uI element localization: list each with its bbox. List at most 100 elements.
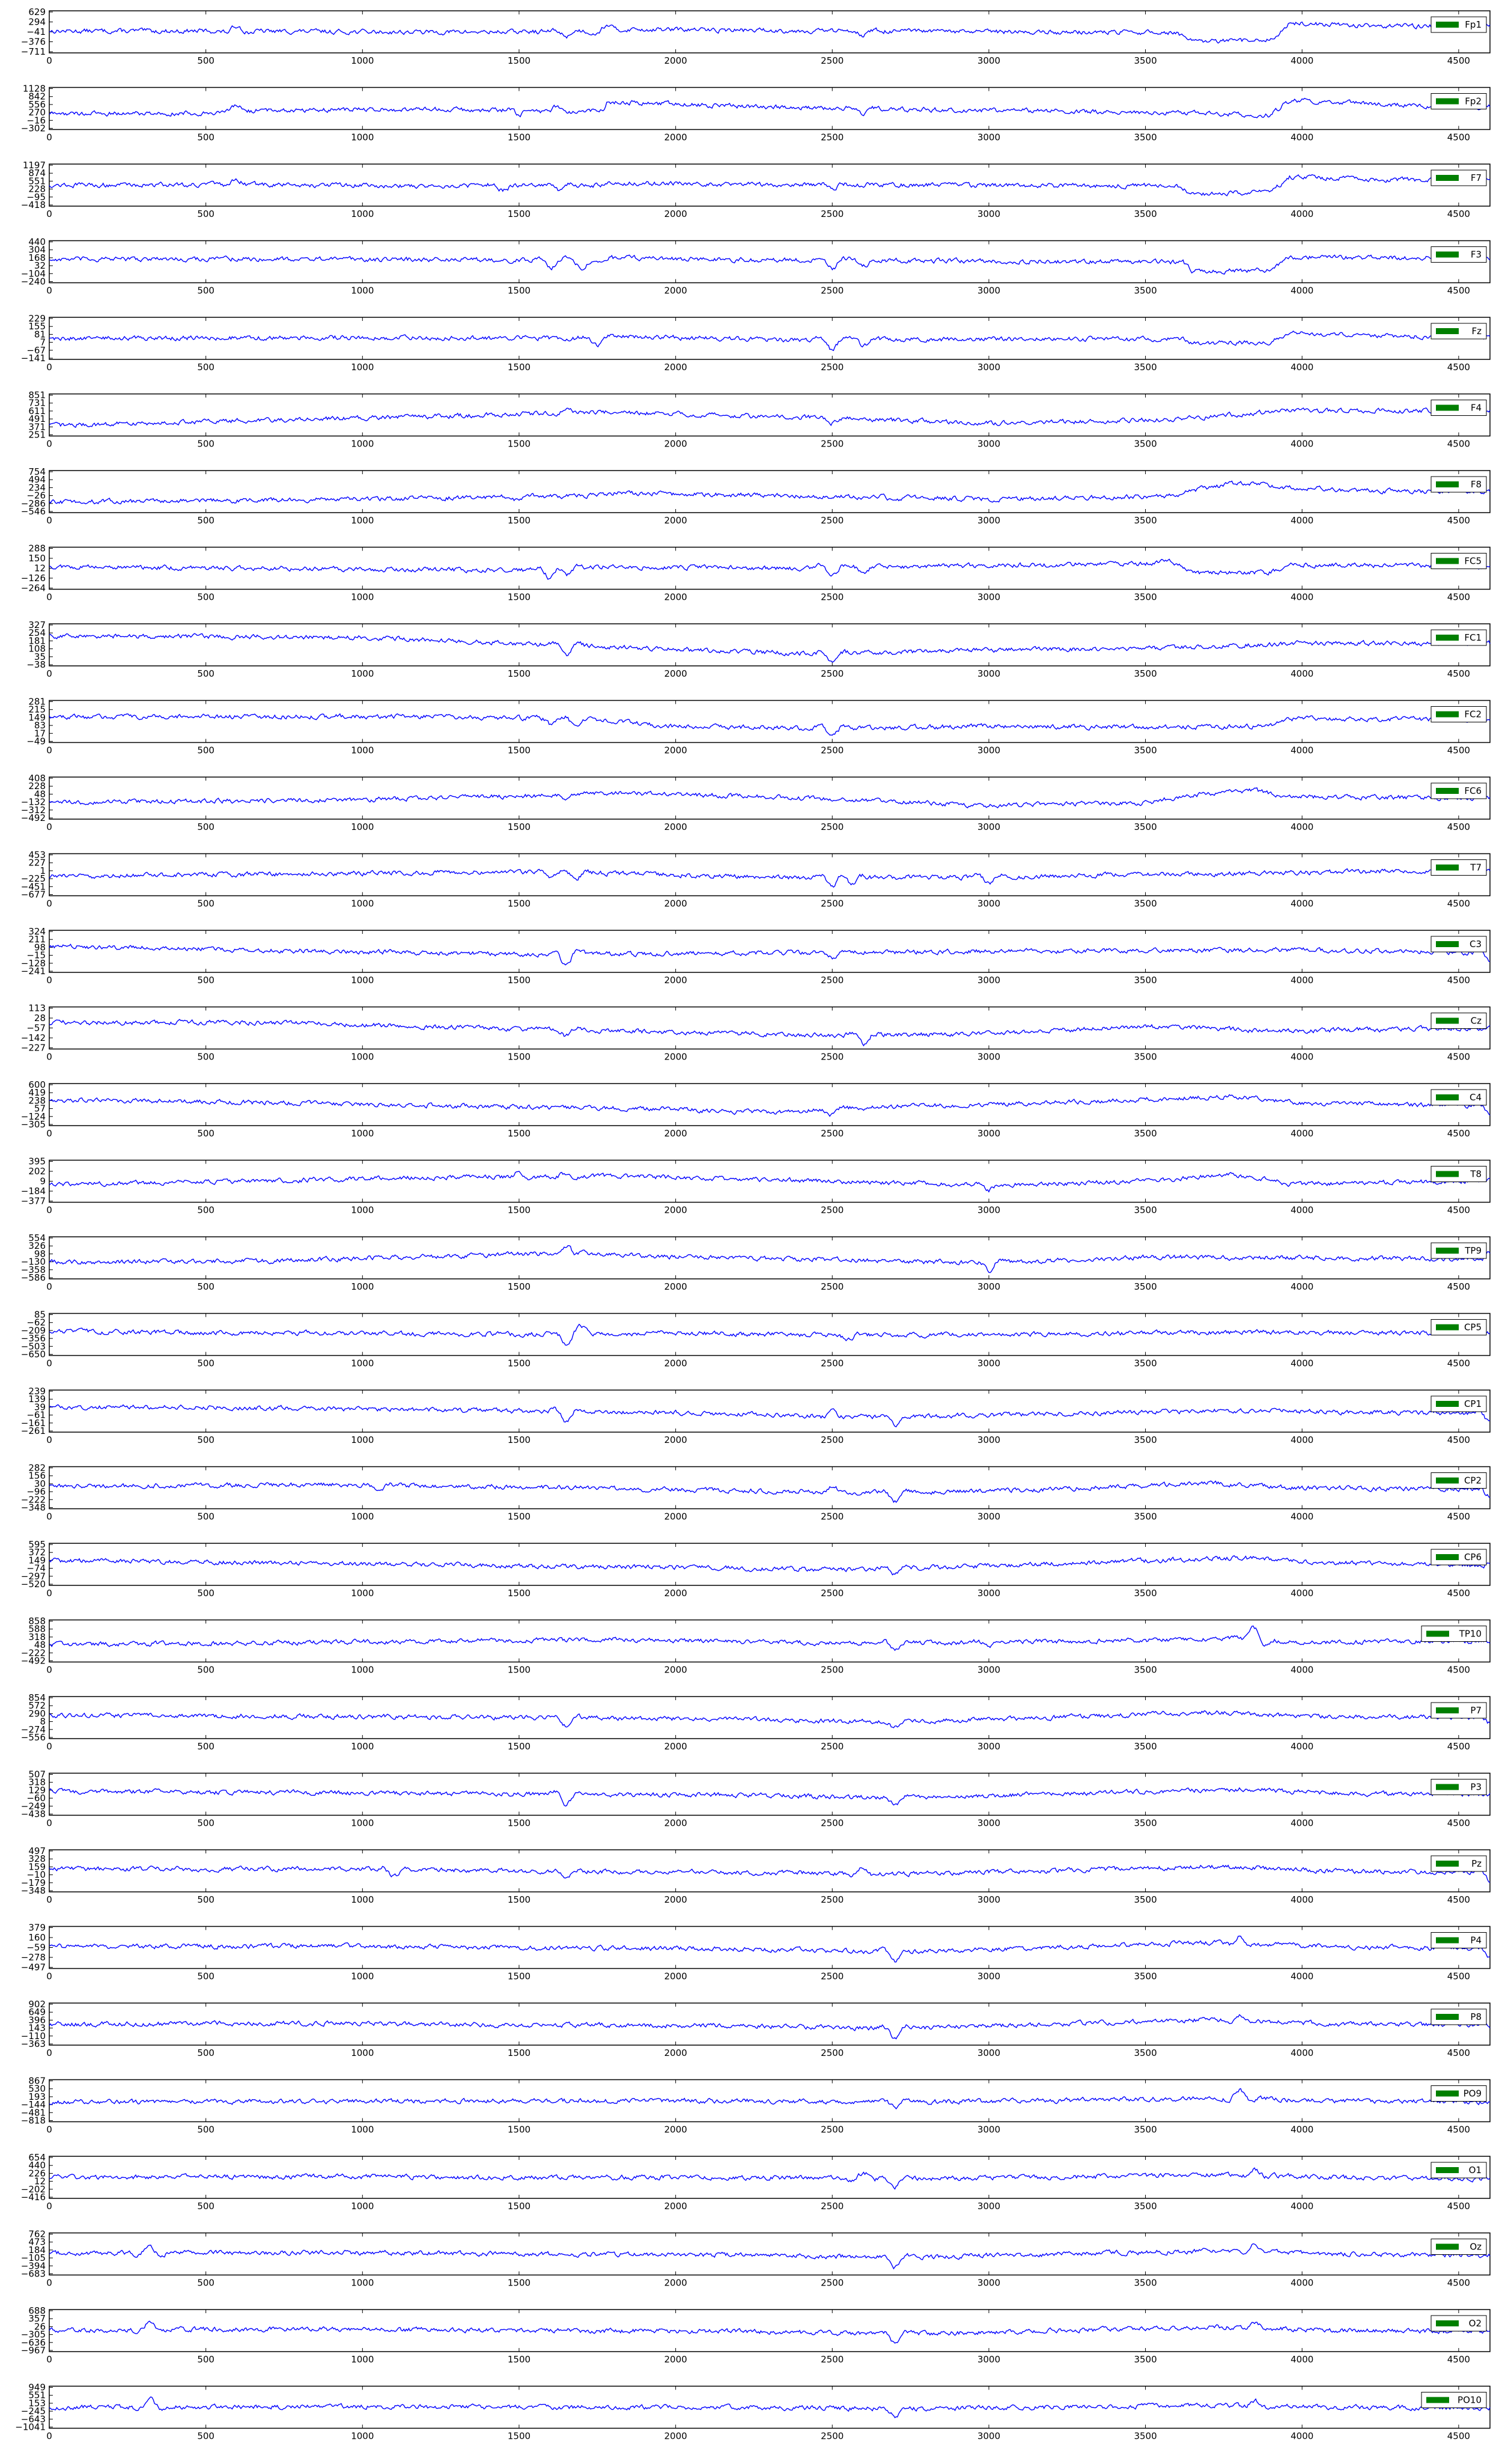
x-tick-label: 0 — [46, 1205, 52, 1216]
y-tick-label: 318 — [28, 1632, 46, 1642]
x-tick-label: 2000 — [664, 745, 687, 756]
y-tick-label: −438 — [21, 1809, 46, 1820]
x-tick-label: 2000 — [664, 362, 687, 373]
y-tick-label: 251 — [28, 430, 46, 441]
x-tick-label: 4000 — [1291, 209, 1313, 219]
y-tick-label: 507 — [28, 1769, 46, 1780]
x-tick-label: 1000 — [351, 55, 374, 66]
signal-trace-tp10 — [49, 1625, 1491, 1651]
signal-trace-p7 — [49, 1710, 1491, 1728]
plot-frame — [49, 1466, 1491, 1510]
x-tick-label: 2500 — [821, 1971, 844, 1982]
signal-trace-fc2 — [49, 713, 1491, 736]
x-tick-label: 3000 — [978, 898, 1000, 909]
x-tick-label: 4000 — [1291, 1894, 1313, 1905]
y-tick-label: 227 — [28, 858, 46, 868]
y-tick-label: 26 — [34, 2321, 46, 2332]
x-tick-label: 3500 — [1134, 132, 1157, 143]
x-tick-label: 3000 — [978, 2354, 1000, 2365]
y-tick-label: 949 — [28, 2382, 46, 2393]
signal-trace-fz — [49, 331, 1491, 352]
legend-c4: C4 — [1431, 1089, 1487, 1106]
x-tick-label: 2000 — [664, 55, 687, 66]
signal-trace-p4 — [49, 1935, 1491, 1963]
legend-fp1: Fp1 — [1431, 16, 1487, 33]
x-tick-label: 2500 — [821, 898, 844, 909]
x-tick-label: 3000 — [978, 55, 1000, 66]
y-tick-label: −245 — [21, 2406, 46, 2417]
x-tick-label: 2000 — [664, 2431, 687, 2442]
legend-swatch — [1436, 2014, 1459, 2020]
x-tick-label: 3500 — [1134, 1665, 1157, 1676]
x-tick-label: 500 — [197, 1588, 214, 1599]
x-tick-label: 1000 — [351, 1894, 374, 1905]
y-tick-label: 572 — [28, 1700, 46, 1711]
signal-trace-o2 — [49, 2320, 1491, 2344]
x-tick-label: 500 — [197, 2124, 214, 2135]
y-tick-label: 149 — [28, 712, 46, 723]
y-tick-label: 113 — [28, 1003, 46, 1014]
x-tick-label: 1500 — [508, 592, 531, 603]
x-tick-label: 4500 — [1447, 2354, 1470, 2365]
x-tick-label: 3500 — [1134, 1971, 1157, 1982]
legend-swatch — [1436, 1248, 1459, 1254]
x-tick-label: 1000 — [351, 209, 374, 219]
y-tick-label: −57 — [26, 1023, 46, 1034]
x-tick-label: 1000 — [351, 439, 374, 450]
legend-swatch — [1436, 558, 1459, 564]
legend-swatch — [1436, 1477, 1459, 1484]
y-tick-label: −358 — [21, 1264, 46, 1275]
y-tick-label: −297 — [21, 1571, 46, 1582]
x-tick-label: 1500 — [508, 1894, 531, 1905]
x-tick-label: 500 — [197, 2354, 214, 2365]
x-tick-label: 4500 — [1447, 1511, 1470, 1522]
x-tick-label: 4500 — [1447, 898, 1470, 909]
x-tick-label: 1500 — [508, 2124, 531, 2135]
y-tick-label: −124 — [21, 1111, 46, 1122]
x-tick-label: 4500 — [1447, 1818, 1470, 1829]
legend-swatch — [1436, 2090, 1459, 2097]
x-tick-label: 2500 — [821, 362, 844, 373]
x-tick-label: 4000 — [1291, 2354, 1313, 2365]
x-tick-label: 1500 — [508, 1128, 531, 1139]
legend-swatch — [1436, 1707, 1459, 1713]
y-tick-label: 150 — [28, 553, 46, 564]
plot-frame — [49, 1619, 1491, 1663]
legend-cp2: CP2 — [1431, 1472, 1487, 1489]
y-tick-label: 600 — [28, 1079, 46, 1090]
plot-frame — [49, 240, 1491, 284]
x-tick-label: 0 — [46, 515, 52, 526]
x-tick-label: 3500 — [1134, 2201, 1157, 2212]
y-tick-label: 858 — [28, 1616, 46, 1627]
legend-swatch — [1436, 864, 1459, 871]
y-tick-label: 234 — [28, 482, 46, 493]
plot-frame — [49, 1083, 1491, 1126]
plot-frame — [49, 2232, 1491, 2276]
y-tick-label: 7 — [40, 337, 46, 348]
x-tick-label: 2500 — [821, 285, 844, 296]
y-tick-label: 254 — [28, 627, 46, 638]
y-tick-label: 629 — [28, 7, 46, 17]
x-tick-label: 3000 — [978, 1588, 1000, 1599]
y-tick-label: 168 — [28, 252, 46, 263]
plot-frame — [49, 317, 1491, 360]
plot-frame — [49, 2385, 1491, 2429]
y-tick-label: −302 — [21, 123, 46, 134]
x-tick-label: 2000 — [664, 592, 687, 603]
x-tick-label: 4500 — [1447, 1435, 1470, 1445]
plot-frame — [49, 776, 1491, 820]
plot-frame — [49, 1772, 1491, 1816]
x-tick-label: 0 — [46, 592, 52, 603]
x-tick-label: 4500 — [1447, 1971, 1470, 1982]
legend-p7: P7 — [1431, 1702, 1487, 1719]
y-tick-label: 588 — [28, 1624, 46, 1635]
y-tick-label: 81 — [34, 329, 46, 340]
x-tick-label: 0 — [46, 55, 52, 66]
legend-fz: Fz — [1431, 323, 1487, 340]
x-tick-label: 4000 — [1291, 439, 1313, 450]
x-tick-label: 500 — [197, 2201, 214, 2212]
x-tick-label: 2500 — [821, 2048, 844, 2058]
x-tick-label: 3500 — [1134, 2278, 1157, 2289]
x-tick-label: 0 — [46, 975, 52, 986]
x-tick-label: 3500 — [1134, 1052, 1157, 1063]
